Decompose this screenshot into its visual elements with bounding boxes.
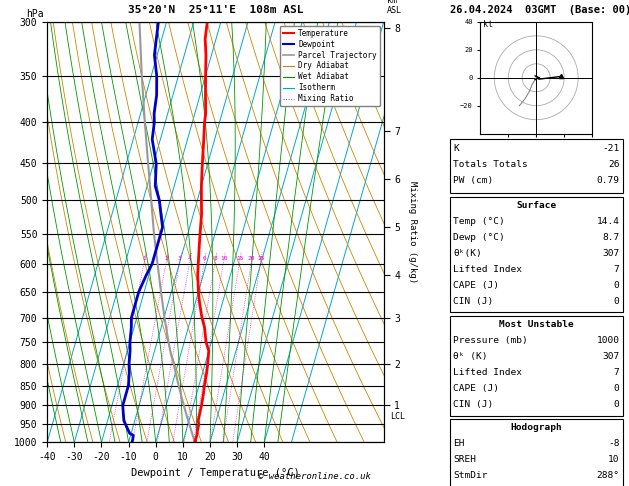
Text: -8: -8: [608, 439, 620, 449]
Text: Lifted Index: Lifted Index: [453, 265, 522, 275]
Text: 14.4: 14.4: [596, 217, 620, 226]
Text: Dewp (°C): Dewp (°C): [453, 233, 504, 243]
Text: Temp (°C): Temp (°C): [453, 217, 504, 226]
Text: EH: EH: [453, 439, 464, 449]
Text: 26.04.2024  03GMT  (Base: 00): 26.04.2024 03GMT (Base: 00): [450, 4, 629, 15]
Text: 1: 1: [143, 256, 147, 261]
Text: 0: 0: [614, 400, 620, 410]
Text: CAPE (J): CAPE (J): [453, 281, 499, 291]
Text: km
ASL: km ASL: [387, 0, 402, 15]
Text: 10: 10: [220, 256, 228, 261]
Text: Hodograph: Hodograph: [510, 423, 562, 433]
Text: 2: 2: [164, 256, 168, 261]
Text: -21: -21: [603, 144, 620, 154]
Text: 25: 25: [257, 256, 265, 261]
Text: StmDir: StmDir: [453, 471, 487, 481]
Text: 6: 6: [203, 256, 206, 261]
Text: Surface: Surface: [516, 201, 556, 210]
Text: 0: 0: [614, 281, 620, 291]
Text: 0: 0: [614, 384, 620, 394]
Text: Totals Totals: Totals Totals: [453, 160, 528, 170]
Text: 10: 10: [608, 455, 620, 465]
Text: 8.7: 8.7: [603, 233, 620, 243]
Text: 26: 26: [608, 160, 620, 170]
Text: 20: 20: [248, 256, 255, 261]
Text: θᵏ (K): θᵏ (K): [453, 352, 487, 362]
Text: 1000: 1000: [596, 336, 620, 346]
Text: hPa: hPa: [26, 9, 44, 19]
Text: Pressure (mb): Pressure (mb): [453, 336, 528, 346]
Text: 288°: 288°: [596, 471, 620, 481]
Text: Most Unstable: Most Unstable: [499, 320, 574, 330]
Text: PW (cm): PW (cm): [453, 176, 493, 186]
Text: 7: 7: [614, 265, 620, 275]
Y-axis label: Mixing Ratio (g/kg): Mixing Ratio (g/kg): [408, 181, 416, 283]
Text: 35°20'N  25°11'E  108m ASL: 35°20'N 25°11'E 108m ASL: [128, 4, 303, 15]
Text: 307: 307: [603, 249, 620, 259]
X-axis label: Dewpoint / Temperature (°C): Dewpoint / Temperature (°C): [131, 468, 300, 478]
Text: SREH: SREH: [453, 455, 476, 465]
Text: kt: kt: [483, 20, 493, 30]
Legend: Temperature, Dewpoint, Parcel Trajectory, Dry Adiabat, Wet Adiabat, Isotherm, Mi: Temperature, Dewpoint, Parcel Trajectory…: [280, 26, 380, 106]
Text: CAPE (J): CAPE (J): [453, 384, 499, 394]
Text: 3: 3: [178, 256, 182, 261]
Text: CIN (J): CIN (J): [453, 400, 493, 410]
Text: 8: 8: [213, 256, 217, 261]
Text: 15: 15: [236, 256, 243, 261]
Text: CIN (J): CIN (J): [453, 297, 493, 307]
Text: 307: 307: [603, 352, 620, 362]
Text: 4: 4: [188, 256, 192, 261]
Text: LCL: LCL: [391, 413, 406, 421]
Text: 7: 7: [614, 368, 620, 378]
Text: 0: 0: [614, 297, 620, 307]
Text: Lifted Index: Lifted Index: [453, 368, 522, 378]
Text: 0.79: 0.79: [596, 176, 620, 186]
Text: θᵏ(K): θᵏ(K): [453, 249, 482, 259]
Text: K: K: [453, 144, 459, 154]
Text: © weatheronline.co.uk: © weatheronline.co.uk: [258, 472, 371, 481]
